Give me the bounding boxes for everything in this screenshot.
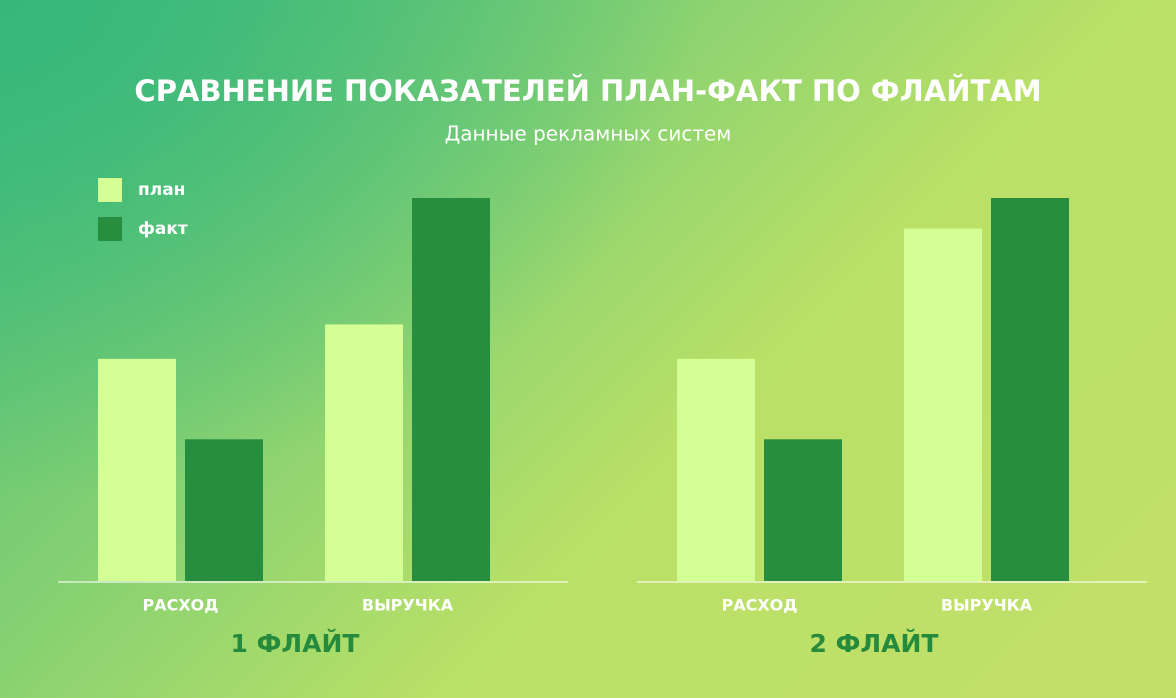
- legend-label: план: [138, 180, 185, 200]
- x-tick-label: ВЫРУЧКА: [362, 596, 454, 615]
- legend-swatch: [98, 178, 122, 202]
- bar: [98, 358, 176, 581]
- bar: [412, 198, 490, 581]
- bar: [185, 439, 263, 581]
- bar: [325, 324, 403, 581]
- subtitle: Данные рекламных систем: [445, 122, 732, 146]
- x-tick-label: РАСХОД: [721, 596, 797, 615]
- chart-title: 2 ФЛАЙТ: [810, 629, 939, 658]
- chart-title: 1 ФЛАЙТ: [231, 629, 360, 658]
- bar: [991, 198, 1069, 581]
- bar: [677, 358, 755, 581]
- bar: [904, 228, 982, 581]
- title: СРАВНЕНИЕ ПОКАЗАТЕЛЕЙ ПЛАН-ФАКТ ПО ФЛАЙТ…: [134, 74, 1041, 108]
- legend-label: факт: [138, 219, 188, 239]
- x-tick-label: РАСХОД: [142, 596, 218, 615]
- legend-swatch: [98, 217, 122, 241]
- bar: [764, 439, 842, 581]
- x-tick-label: ВЫРУЧКА: [941, 596, 1033, 615]
